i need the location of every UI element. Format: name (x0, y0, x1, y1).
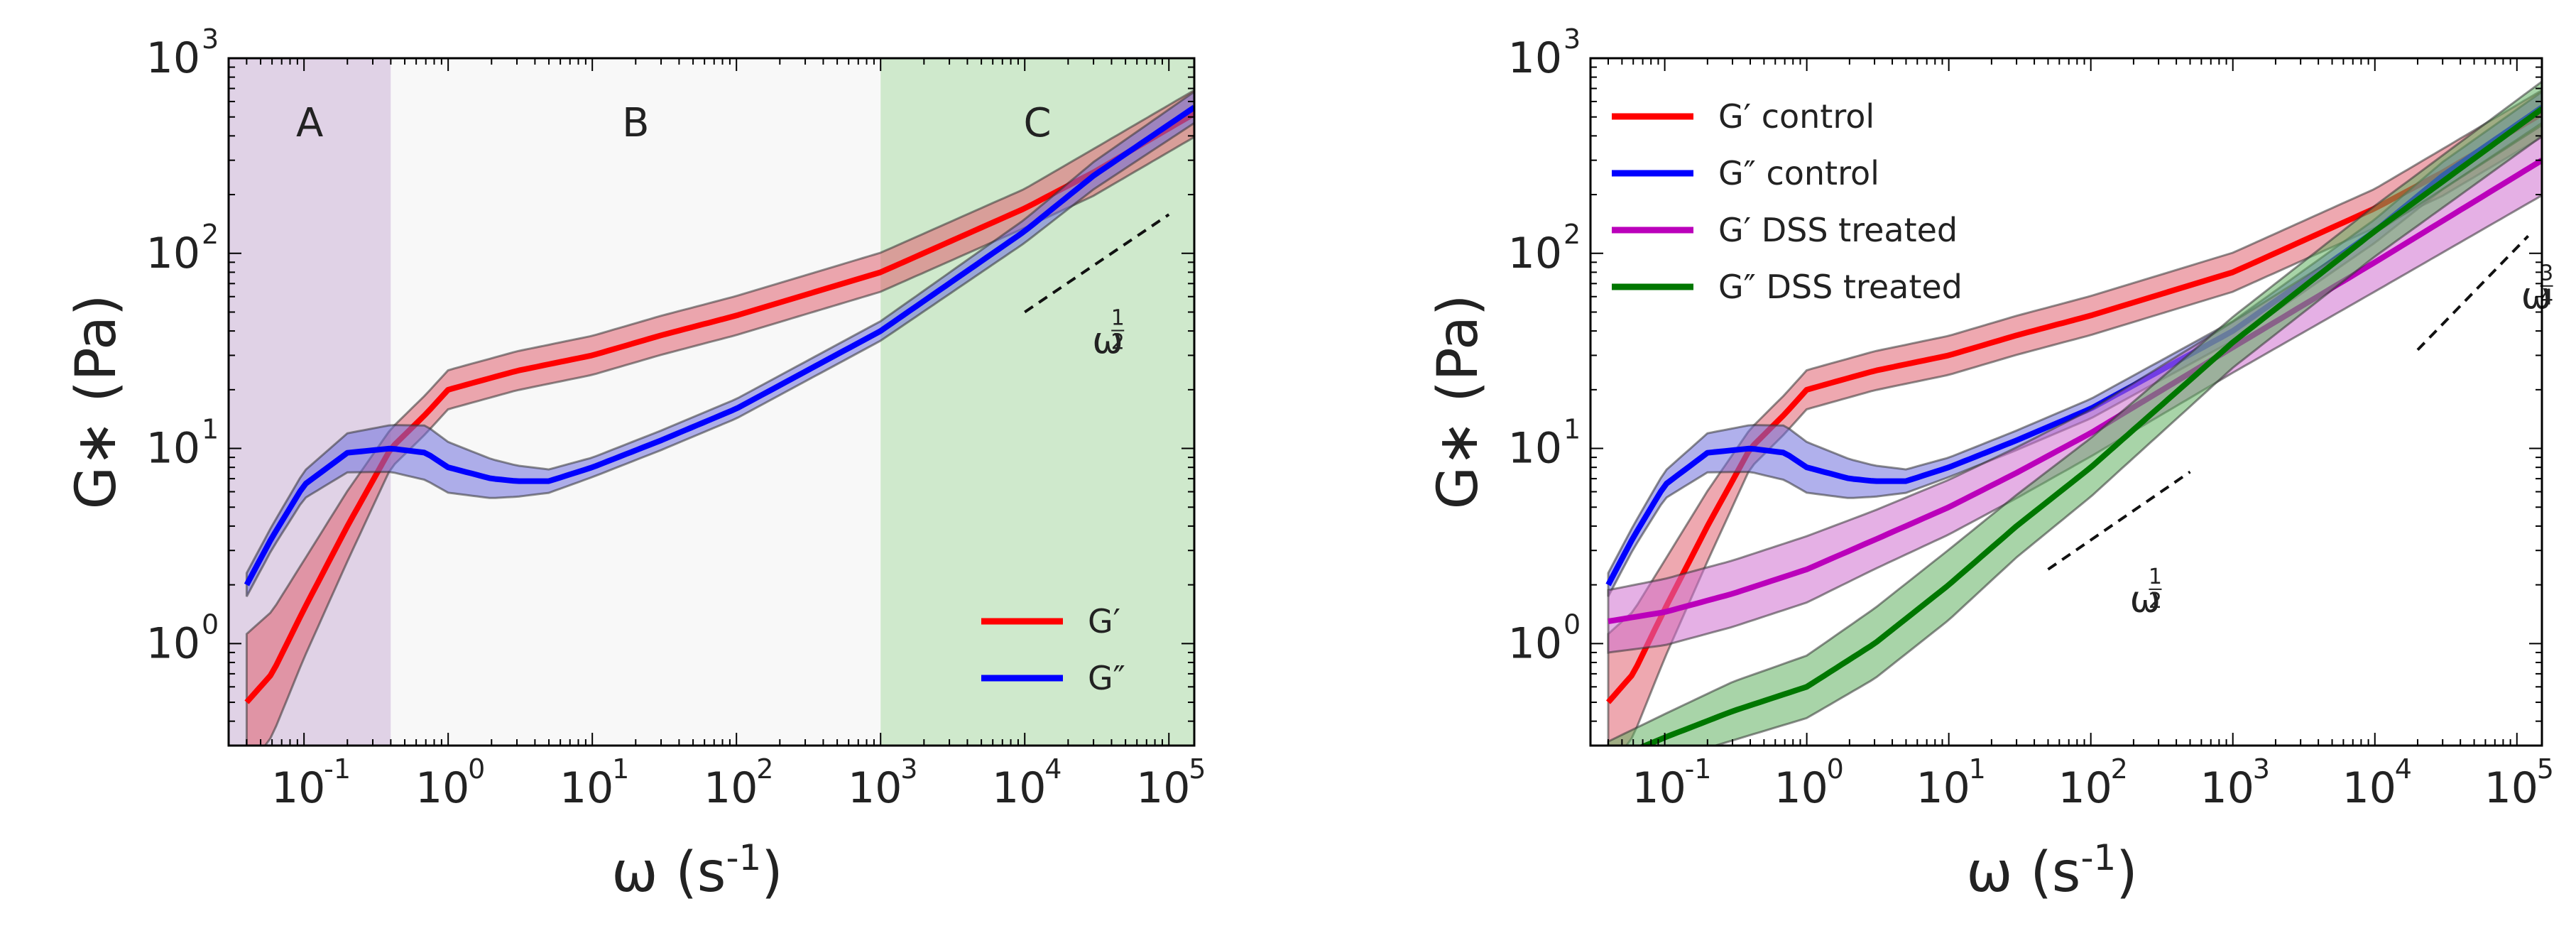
x-tick-label: 10 (2484, 763, 2538, 813)
x-tick-label: 10 (271, 763, 325, 813)
plot-background (1590, 58, 2542, 746)
region-label-A: A (296, 100, 323, 146)
ticks (228, 58, 1194, 746)
slope-num-0: 1 (2149, 565, 2162, 589)
y-tick-label-exp: 1 (202, 414, 219, 445)
x-tick-label: 10 (2058, 763, 2112, 813)
legend-label-3: G″ DSS treated (1718, 268, 1963, 306)
x-tick-label-exp: 3 (900, 753, 917, 785)
x-tick-label-exp: 5 (2537, 753, 2554, 785)
band-right-3 (1607, 80, 2542, 746)
band-right-1 (1607, 90, 2542, 597)
x-tick-label: 10 (2342, 763, 2396, 813)
x-tick-label-exp: 2 (756, 753, 773, 785)
slope-den-1: 4 (2540, 285, 2553, 310)
y-tick-label-exp: 3 (1563, 23, 1581, 55)
y-axis-title: G∗ (Pa) (65, 295, 129, 510)
x-axis-title: ω (s-1) (1966, 837, 2137, 905)
band-left-0 (245, 89, 1194, 746)
x-tick-label-exp: 4 (2395, 753, 2412, 785)
legend-label-1: G″ control (1718, 154, 1879, 192)
y-tick-label: 10 (1508, 618, 1562, 668)
y-tick-label-exp: 1 (1563, 414, 1581, 445)
slope-label-0: ω (2129, 579, 2161, 621)
band-right-0 (1607, 89, 2542, 746)
legend-label-0: G′ (1088, 602, 1120, 640)
y-axis-title: G∗ (Pa) (1426, 295, 1490, 510)
x-tick-label-exp: 2 (2111, 753, 2128, 785)
slope-num-1: 3 (2540, 261, 2553, 286)
region-C (880, 58, 1194, 746)
x-tick-label-exp: 1 (1969, 753, 1986, 785)
y-tick-label: 10 (146, 229, 200, 278)
y-tick-label: 10 (146, 33, 200, 83)
x-tick-label-exp: -1 (1685, 753, 1712, 785)
x-tick-label-exp: 5 (1189, 753, 1206, 785)
slope-num-0: 1 (1111, 305, 1125, 330)
x-tick-label: 10 (704, 763, 758, 813)
legend-label-2: G′ DSS treated (1718, 211, 1958, 249)
y-tick-label: 10 (146, 618, 200, 668)
x-tick-label: 10 (1774, 763, 1828, 813)
x-tick-label-exp: 1 (612, 753, 629, 785)
y-tick-label-exp: 2 (202, 219, 219, 250)
legend-label-0: G′ control (1718, 97, 1874, 136)
slope-den-0: 2 (2149, 589, 2162, 613)
ticks (1590, 58, 2542, 746)
slope-guide-1 (2416, 234, 2530, 351)
region-label-C: C (1024, 100, 1052, 146)
y-tick-label-exp: 2 (1563, 219, 1581, 250)
regions (229, 58, 1194, 746)
series (244, 89, 1194, 746)
x-axis-title: ω (s-1) (611, 837, 782, 905)
axes-frame (227, 57, 1196, 747)
line-right-3 (1637, 107, 2542, 746)
x-tick-label: 10 (1916, 763, 1970, 813)
x-tick-label: 10 (2200, 763, 2254, 813)
x-tick-label: 10 (848, 763, 902, 813)
x-tick-label-exp: -1 (324, 753, 351, 785)
x-tick-label-exp: 3 (2253, 753, 2270, 785)
y-tick-label: 10 (1508, 229, 1562, 278)
y-tick-label: 10 (1508, 424, 1562, 474)
x-tick-label: 10 (1136, 763, 1190, 813)
y-tick-label: 10 (146, 424, 200, 474)
y-tick-label-exp: 3 (202, 23, 219, 55)
y-tick-label-exp: 0 (1563, 609, 1581, 640)
region-label-B: B (622, 100, 649, 146)
band-left-1 (245, 90, 1194, 597)
slope-label-0: ω (1092, 320, 1123, 362)
x-tick-label-exp: 0 (468, 753, 485, 785)
slope-guide-0 (1024, 213, 1170, 314)
x-tick-label: 10 (1632, 763, 1686, 813)
line-right-2 (1608, 158, 2542, 624)
x-tick-label: 10 (560, 763, 613, 813)
y-tick-label-exp: 0 (202, 609, 219, 640)
x-tick-label: 10 (992, 763, 1046, 813)
series (1605, 80, 2542, 746)
legend-label-1: G″ (1088, 659, 1125, 697)
x-tick-label: 10 (415, 763, 469, 813)
x-tick-label-exp: 0 (1827, 753, 1844, 785)
slope-den-0: 2 (1111, 329, 1125, 354)
slope-guide-0 (2047, 470, 2191, 571)
axes-frame (1589, 57, 2543, 747)
y-tick-label: 10 (1508, 33, 1562, 83)
line-left-1 (244, 104, 1194, 587)
x-tick-label-exp: 4 (1044, 753, 1061, 785)
